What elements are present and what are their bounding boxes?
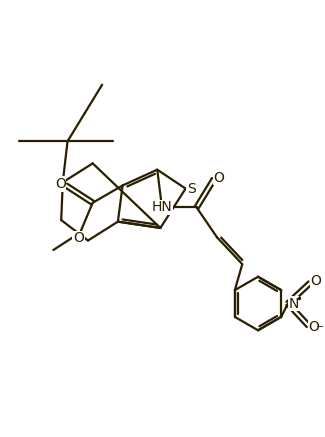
Text: O: O xyxy=(73,231,84,245)
Text: O: O xyxy=(55,177,66,191)
Text: N: N xyxy=(288,297,299,311)
Text: O: O xyxy=(309,320,319,334)
Text: −: − xyxy=(316,322,324,332)
Text: HN: HN xyxy=(151,201,172,215)
Text: S: S xyxy=(187,182,196,196)
Text: O: O xyxy=(310,274,321,288)
Text: O: O xyxy=(213,170,224,184)
